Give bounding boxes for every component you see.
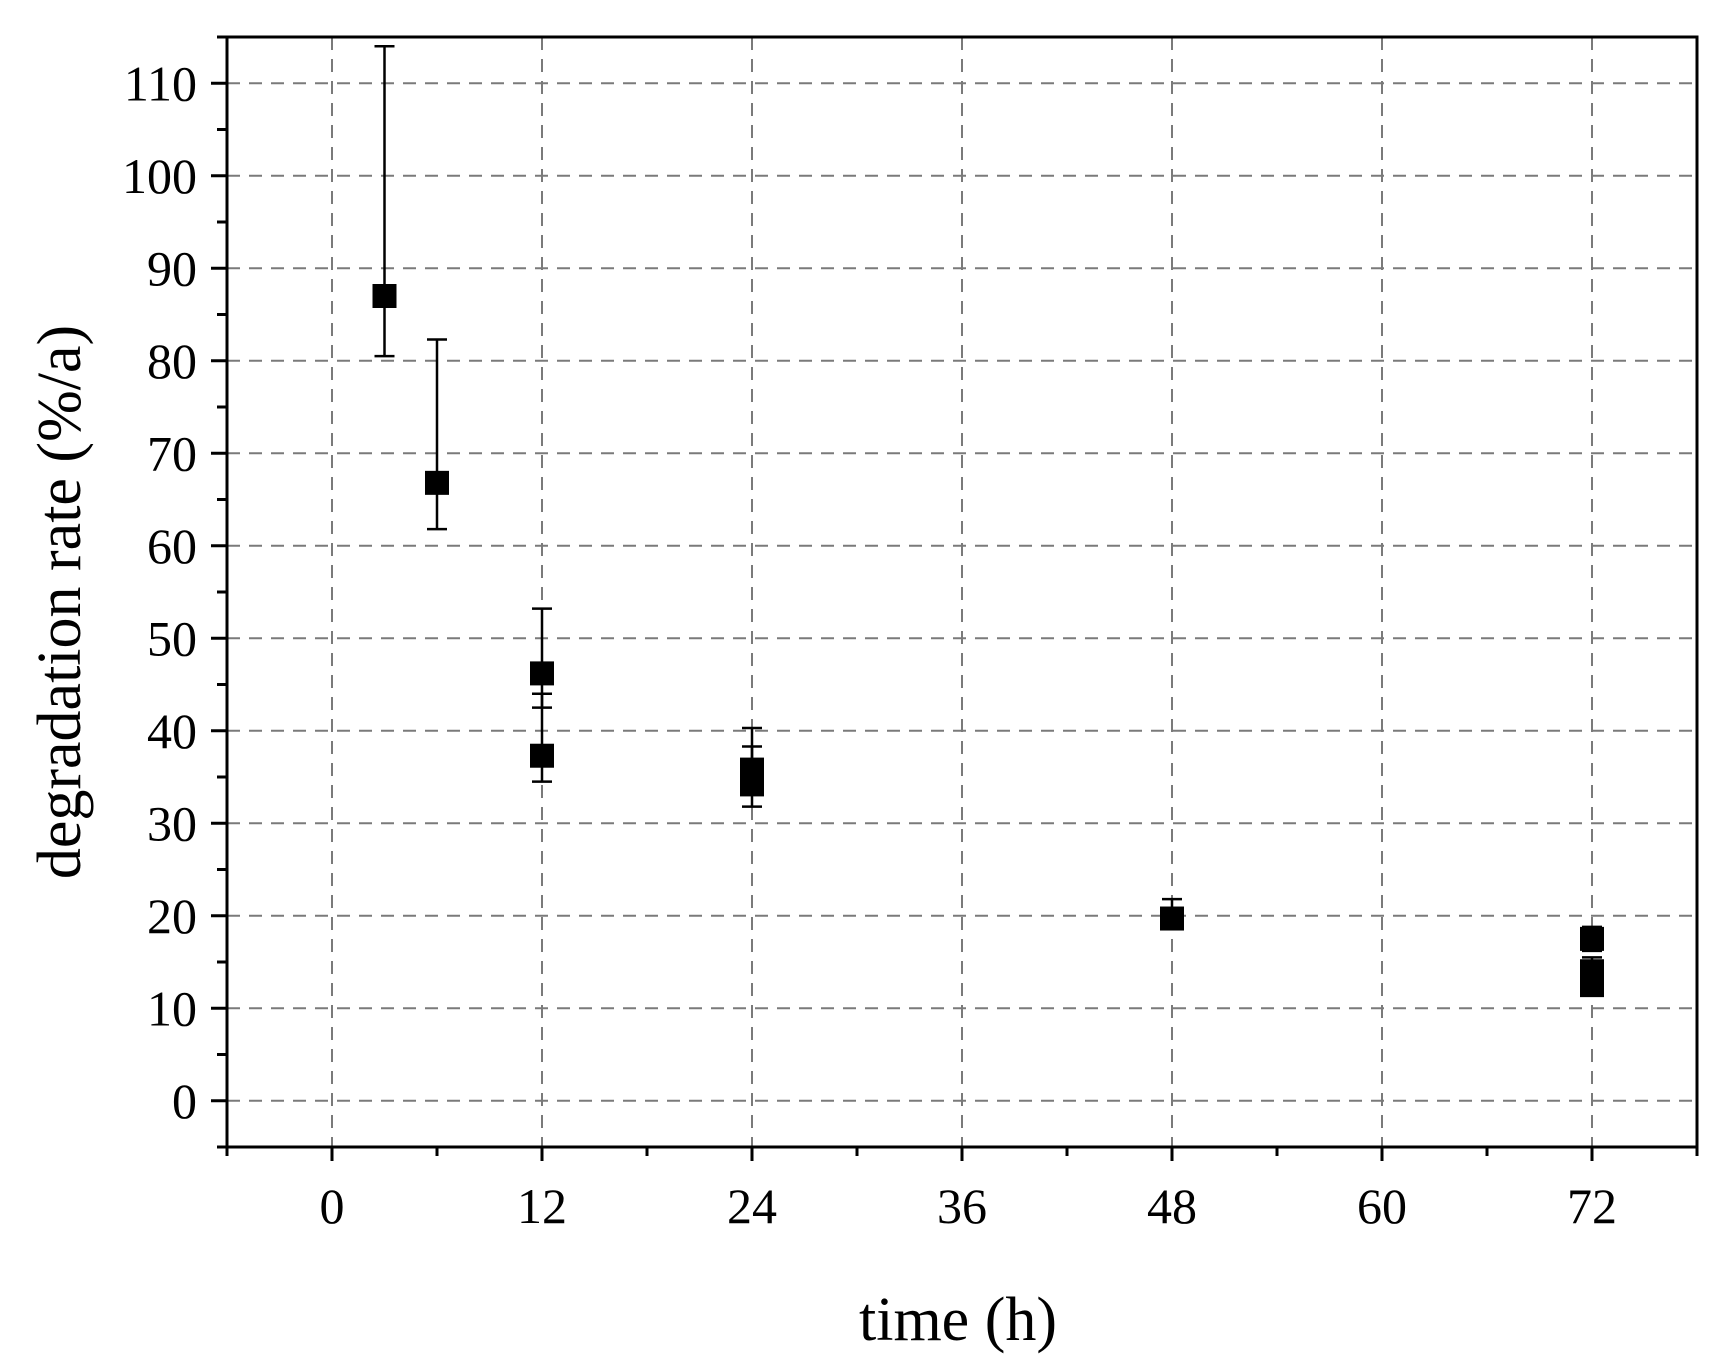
y-tick-label: 0	[172, 1073, 197, 1129]
y-tick-label: 110	[124, 55, 197, 111]
x-tick-label: 36	[937, 1178, 987, 1234]
data-point	[530, 743, 554, 768]
y-tick-label: 30	[147, 795, 197, 851]
y-tick-label: 10	[147, 980, 197, 1036]
x-axis-title: time (h)	[859, 1286, 1057, 1354]
y-tick-label: 20	[147, 888, 197, 944]
x-axis-ticks: 0 12 24 36 48 60 72	[225, 1147, 1699, 1234]
y-tick-label: 80	[147, 333, 197, 389]
data-markers	[372, 284, 1604, 998]
data-point	[1160, 906, 1184, 931]
y-tick-label: 50	[147, 610, 197, 666]
data-point	[425, 470, 449, 495]
y-tick-label: 90	[147, 240, 197, 296]
x-tick-label: 60	[1357, 1178, 1407, 1234]
x-tick-label: 12	[517, 1178, 567, 1234]
data-point	[740, 772, 764, 797]
y-tick-label: 40	[147, 703, 197, 759]
x-tick-label: 48	[1147, 1178, 1197, 1234]
data-point	[1580, 973, 1604, 998]
error-bars	[374, 45, 1602, 995]
data-point	[1580, 926, 1604, 951]
x-tick-label: 24	[727, 1178, 777, 1234]
data-point	[372, 284, 397, 308]
y-axis-title: degradation rate (%/a)	[26, 325, 94, 879]
y-tick-label: 60	[147, 518, 197, 574]
x-tick-label: 72	[1567, 1178, 1617, 1234]
data-point	[530, 661, 554, 686]
x-tick-label: 0	[320, 1178, 345, 1234]
y-tick-label: 100	[122, 148, 197, 204]
grid	[227, 37, 1697, 1147]
y-axis-ticks: 0 10 20 30 40 50 60 70 80 90 100 110	[122, 35, 227, 1149]
y-tick-label: 70	[147, 425, 197, 481]
